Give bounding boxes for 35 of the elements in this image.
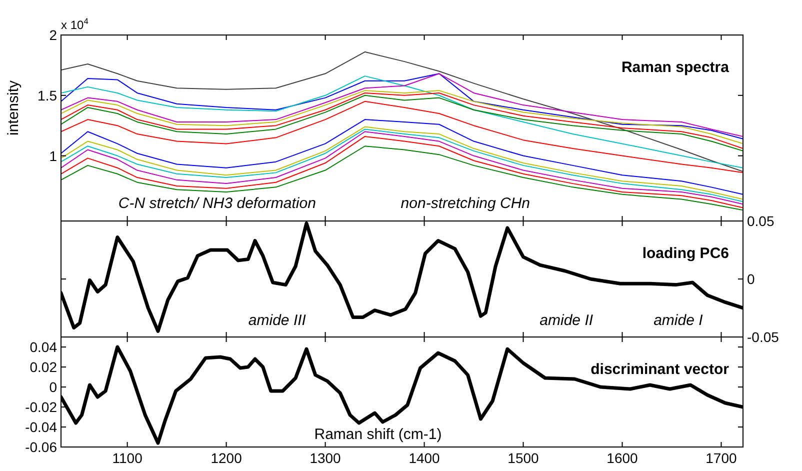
y-tick-label: 1 xyxy=(49,148,58,164)
y-tick-label: 2 xyxy=(49,27,58,43)
annotation: amide III xyxy=(248,312,306,329)
annotation: non-stretching CHn xyxy=(400,195,530,212)
x-tick-label: 1600 xyxy=(606,450,638,466)
y-tick-label: -0.04 xyxy=(25,419,58,435)
y-axis-title: intensity xyxy=(5,80,22,136)
x-tick-label: 1100 xyxy=(112,450,143,466)
y-tick-label: 0 xyxy=(49,379,58,395)
line-series xyxy=(61,222,743,333)
x-tick-label: 1500 xyxy=(508,450,540,466)
y-tick-label: 0.02 xyxy=(30,359,58,375)
annotation: C-N stretch/ NH3 deformation xyxy=(118,195,316,212)
y2-tick-label: 0.05 xyxy=(747,213,774,229)
x-tick-label: 1300 xyxy=(310,450,342,466)
line-series xyxy=(61,100,743,174)
y2-tick-label: 0 xyxy=(747,271,755,287)
text: Raman spectra xyxy=(621,59,730,76)
y2-tick-label: -0.05 xyxy=(747,329,780,345)
x-axis-title: Raman shift (cm-1) xyxy=(314,426,442,443)
line-series xyxy=(61,76,743,168)
y-tick-label: -0.06 xyxy=(25,439,58,455)
y-tick-label: 0.04 xyxy=(30,339,58,355)
y-tick-label: -0.02 xyxy=(25,399,58,415)
line-series xyxy=(61,51,743,172)
annotation: amide II xyxy=(540,312,594,329)
text: loading PC6 xyxy=(642,245,729,262)
x-tick-label: 1400 xyxy=(408,450,440,466)
text: x 10$^{4}$ xyxy=(61,16,89,32)
x-tick-label: 1200 xyxy=(210,450,242,466)
text: discriminant vector xyxy=(590,361,730,378)
x-tick-label: 1700 xyxy=(706,450,738,466)
annotation: amide I xyxy=(654,312,703,329)
line-series xyxy=(61,146,743,211)
y-tick-label: 1.5 xyxy=(38,87,58,104)
